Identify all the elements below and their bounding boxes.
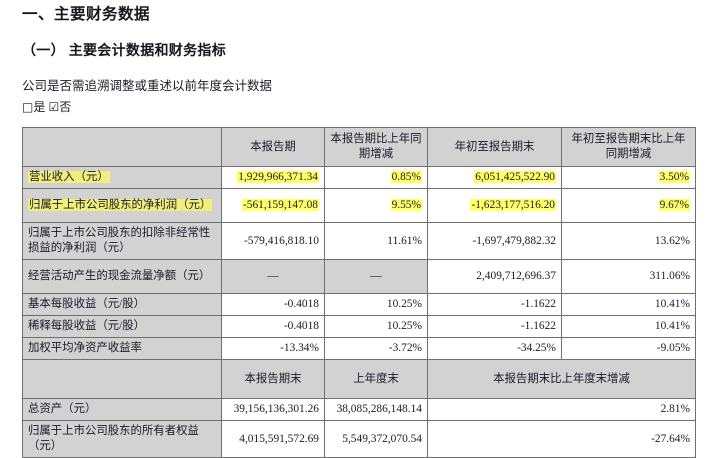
checkbox-no[interactable]: ☑否 — [48, 100, 72, 114]
main-table-body: 本报告期 本报告期比上年同期增减 年初至报告期末 年初至报告期末比上年同期增减 营业收入… — [22, 127, 696, 360]
balance-header-row: 本报告期末 上年度末 本报告期末比上年度末增减 — [22, 359, 696, 399]
balance-cell-0-0: 39,156,136,301.26 — [221, 398, 325, 421]
column-header-3: 年初至报告期末 — [427, 127, 562, 167]
cell-0-2: 6,051,425,522.90 — [427, 166, 562, 189]
table-row: 加权平均净资产收益率 -13.34% -3.72% -34.25% -9.05% — [22, 337, 696, 360]
cell-4-3: 10.41% — [561, 293, 696, 316]
cell-5-3: 10.41% — [561, 315, 696, 338]
table-row: 归属于上市公司股东的净利润（元） -561,159,147.08 9.55% -1,6… — [22, 188, 696, 223]
balance-column-header-2: 上年度末 — [324, 359, 428, 399]
cell-2-0: -579,416,818.10 — [221, 222, 325, 260]
cell-0-1: 0.85% — [324, 166, 428, 189]
column-header-1: 本报告期 — [221, 127, 325, 167]
highlight-mark: 0.85% — [390, 171, 422, 183]
cell-3-1: — — [324, 259, 428, 294]
cell-3-2: 2,409,712,696.37 — [427, 259, 562, 294]
cell-3-3: 311.06% — [561, 259, 696, 294]
table-row: 归属于上市公司股东的扣除非经常性损益的净利润（元） -579,416,818.10… — [22, 222, 696, 260]
row-label-4: 基本每股收益（元/股） — [22, 293, 222, 316]
cell-2-2: -1,697,479,882.32 — [427, 222, 562, 260]
cell-2-1: 11.61% — [324, 222, 428, 260]
balance-column-header-1: 本报告期末 — [221, 359, 325, 399]
highlight-mark: 6,051,425,522.90 — [474, 171, 556, 183]
balance-column-header-3: 本报告期末比上年度末增减 — [427, 359, 696, 399]
cell-6-1: -3.72% — [324, 337, 428, 360]
report-page: 一、主要财务数据 （一） 主要会计数据和财务指标 公司是否需追溯调整或重述以前年… — [0, 4, 717, 458]
cell-4-1: 10.25% — [324, 293, 428, 316]
row-label-5: 稀释每股收益（元/股） — [22, 315, 222, 338]
cell-1-3: 9.67% — [561, 188, 696, 223]
column-header-4: 年初至报告期末比上年同期增减 — [561, 127, 696, 167]
section-title: 一、主要财务数据 — [22, 6, 151, 23]
table-row: 营业收入（元） 1,929,966,371.34 0.85% 6,051,425,52… — [22, 166, 696, 189]
row-label-1: 归属于上市公司股东的净利润（元） — [22, 188, 222, 223]
table-row: 归属于上市公司股东的所有者权益（元） 4,015,591,572.69 5,549,… — [22, 420, 696, 458]
row-label-2: 归属于上市公司股东的扣除非经常性损益的净利润（元） — [22, 222, 222, 260]
cell-6-3: -9.05% — [561, 337, 696, 360]
cell-0-3: 3.50% — [561, 166, 696, 189]
balance-row-label-0: 总资产（元） — [22, 398, 222, 421]
highlight-mark: 1,929,966,371.34 — [237, 171, 319, 183]
row-label-3: 经营活动产生的现金流量净额（元） — [22, 259, 222, 294]
table-row: 经营活动产生的现金流量净额（元） — —2,409,712,696.37 311.06… — [22, 259, 696, 294]
cell-1-0: -561,159,147.08 — [221, 188, 325, 223]
cell-4-2: -1.1622 — [427, 293, 562, 316]
balance-row-label-1: 归属于上市公司股东的所有者权益（元） — [22, 420, 222, 458]
highlight-mark: -1,623,177,516.20 — [470, 199, 556, 211]
highlight-mark: 营业收入（元） — [28, 171, 110, 183]
row-label-0: 营业收入（元） — [22, 166, 222, 189]
cell-6-0: -13.34% — [221, 337, 325, 360]
balance-cell-1-0: 4,015,591,572.69 — [221, 420, 325, 458]
cell-2-3: 13.62% — [561, 222, 696, 260]
cell-3-0: — — [221, 259, 325, 294]
balance-column-header-0 — [22, 359, 222, 399]
highlight-mark: -561,159,147.08 — [242, 199, 319, 211]
column-header-0 — [22, 127, 222, 167]
balance-table-body: 本报告期末 上年度末 本报告期末比上年度末增减 总资产（元） 39,156,136,30… — [22, 359, 696, 458]
table-row: 基本每股收益（元/股） -0.4018 10.25% -1.1622 10.41% — [22, 293, 696, 316]
restatement-question: 公司是否需追溯调整或重述以前年度会计数据 — [22, 79, 273, 93]
cell-0-0: 1,929,966,371.34 — [221, 166, 325, 189]
table-row: 稀释每股收益（元/股） -0.4018 10.25% -1.1622 10.41% — [22, 315, 696, 338]
main-financial-table: 本报告期 本报告期比上年同期增减 年初至报告期末 年初至报告期末比上年同期增减 营业收入… — [22, 127, 696, 458]
highlight-mark: 3.50% — [658, 171, 690, 183]
balance-cell-1-2: -27.64% — [427, 420, 696, 458]
cell-5-0: -0.4018 — [221, 315, 325, 338]
balance-cell-0-2: 2.81% — [427, 398, 696, 421]
table-row: 总资产（元） 39,156,136,301.26 38,085,286,148.14… — [22, 398, 696, 421]
highlight-mark: 9.55% — [390, 199, 422, 211]
balance-cell-1-1: 5,549,372,070.54 — [324, 420, 428, 458]
highlight-mark: 归属于上市公司股东的净利润（元） — [28, 199, 213, 211]
cell-5-1: 10.25% — [324, 315, 428, 338]
restatement-choices: □是 ☑否 — [22, 98, 695, 117]
cell-4-0: -0.4018 — [221, 293, 325, 316]
cell-1-1: 9.55% — [324, 188, 428, 223]
checkbox-yes[interactable]: □是 — [22, 100, 46, 114]
cell-1-2: -1,623,177,516.20 — [427, 188, 562, 223]
highlight-mark: 9.67% — [658, 199, 690, 211]
cell-5-2: -1.1622 — [427, 315, 562, 338]
table-header-row: 本报告期 本报告期比上年同期增减 年初至报告期末 年初至报告期末比上年同期增减 — [22, 127, 696, 167]
balance-cell-0-1: 38,085,286,148.14 — [324, 398, 428, 421]
subsection-title: （一） 主要会计数据和财务指标 — [22, 44, 226, 59]
row-label-6: 加权平均净资产收益率 — [22, 337, 222, 360]
column-header-2: 本报告期比上年同期增减 — [324, 127, 428, 167]
cell-6-2: -34.25% — [427, 337, 562, 360]
